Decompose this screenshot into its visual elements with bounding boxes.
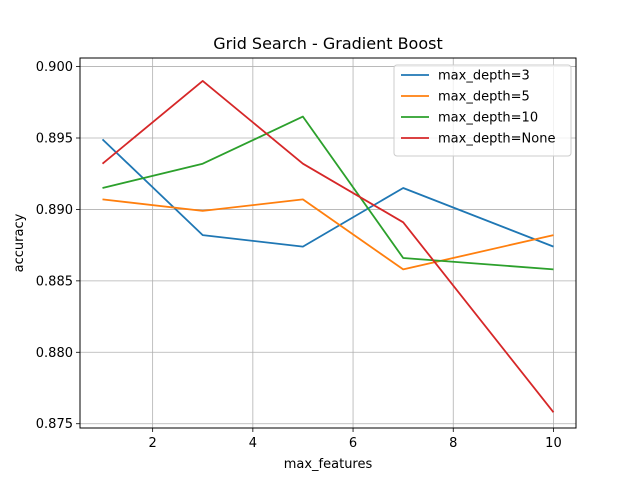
y-axis-label: accuracy: [12, 213, 27, 272]
y-tick-label: 0.900: [36, 60, 73, 75]
y-tick-label: 0.885: [36, 274, 73, 289]
series-line-0: [101, 138, 554, 248]
legend-label: max_depth=3: [438, 69, 530, 84]
y-tick-label: 0.890: [36, 203, 73, 218]
legend-label: max_depth=5: [438, 90, 530, 105]
plot-area-frame: [79, 57, 577, 429]
series-line-1: [102, 198, 554, 271]
y-tick-label: 0.880: [36, 346, 73, 361]
x-tick-label: 4: [249, 436, 257, 451]
legend: max_depth=3 max_depth=5 max_depth=10 max_de…: [393, 64, 572, 157]
x-tick-label: 8: [449, 436, 457, 451]
chart-title: Grid Search - Gradient Boost: [213, 34, 442, 53]
x-tick-label: 10: [545, 436, 562, 451]
y-tick-label: 0.875: [36, 417, 73, 432]
tick-layer: 2 4 6 8 10 0.875 0.880 0.885 0.890 0.895 0.900: [36, 60, 562, 451]
series-line-2: [102, 115, 554, 271]
legend-label: max_depth=10: [438, 111, 538, 126]
x-tick-label: 6: [349, 436, 357, 451]
x-axis-label: max_features: [284, 457, 373, 472]
legend-label: max_depth=None: [438, 132, 555, 147]
y-tick-label: 0.895: [36, 132, 73, 147]
x-tick-label: 2: [149, 436, 157, 451]
series-line-3: [101, 80, 555, 413]
series-layer: [101, 80, 555, 413]
legend-frame: [393, 64, 572, 157]
